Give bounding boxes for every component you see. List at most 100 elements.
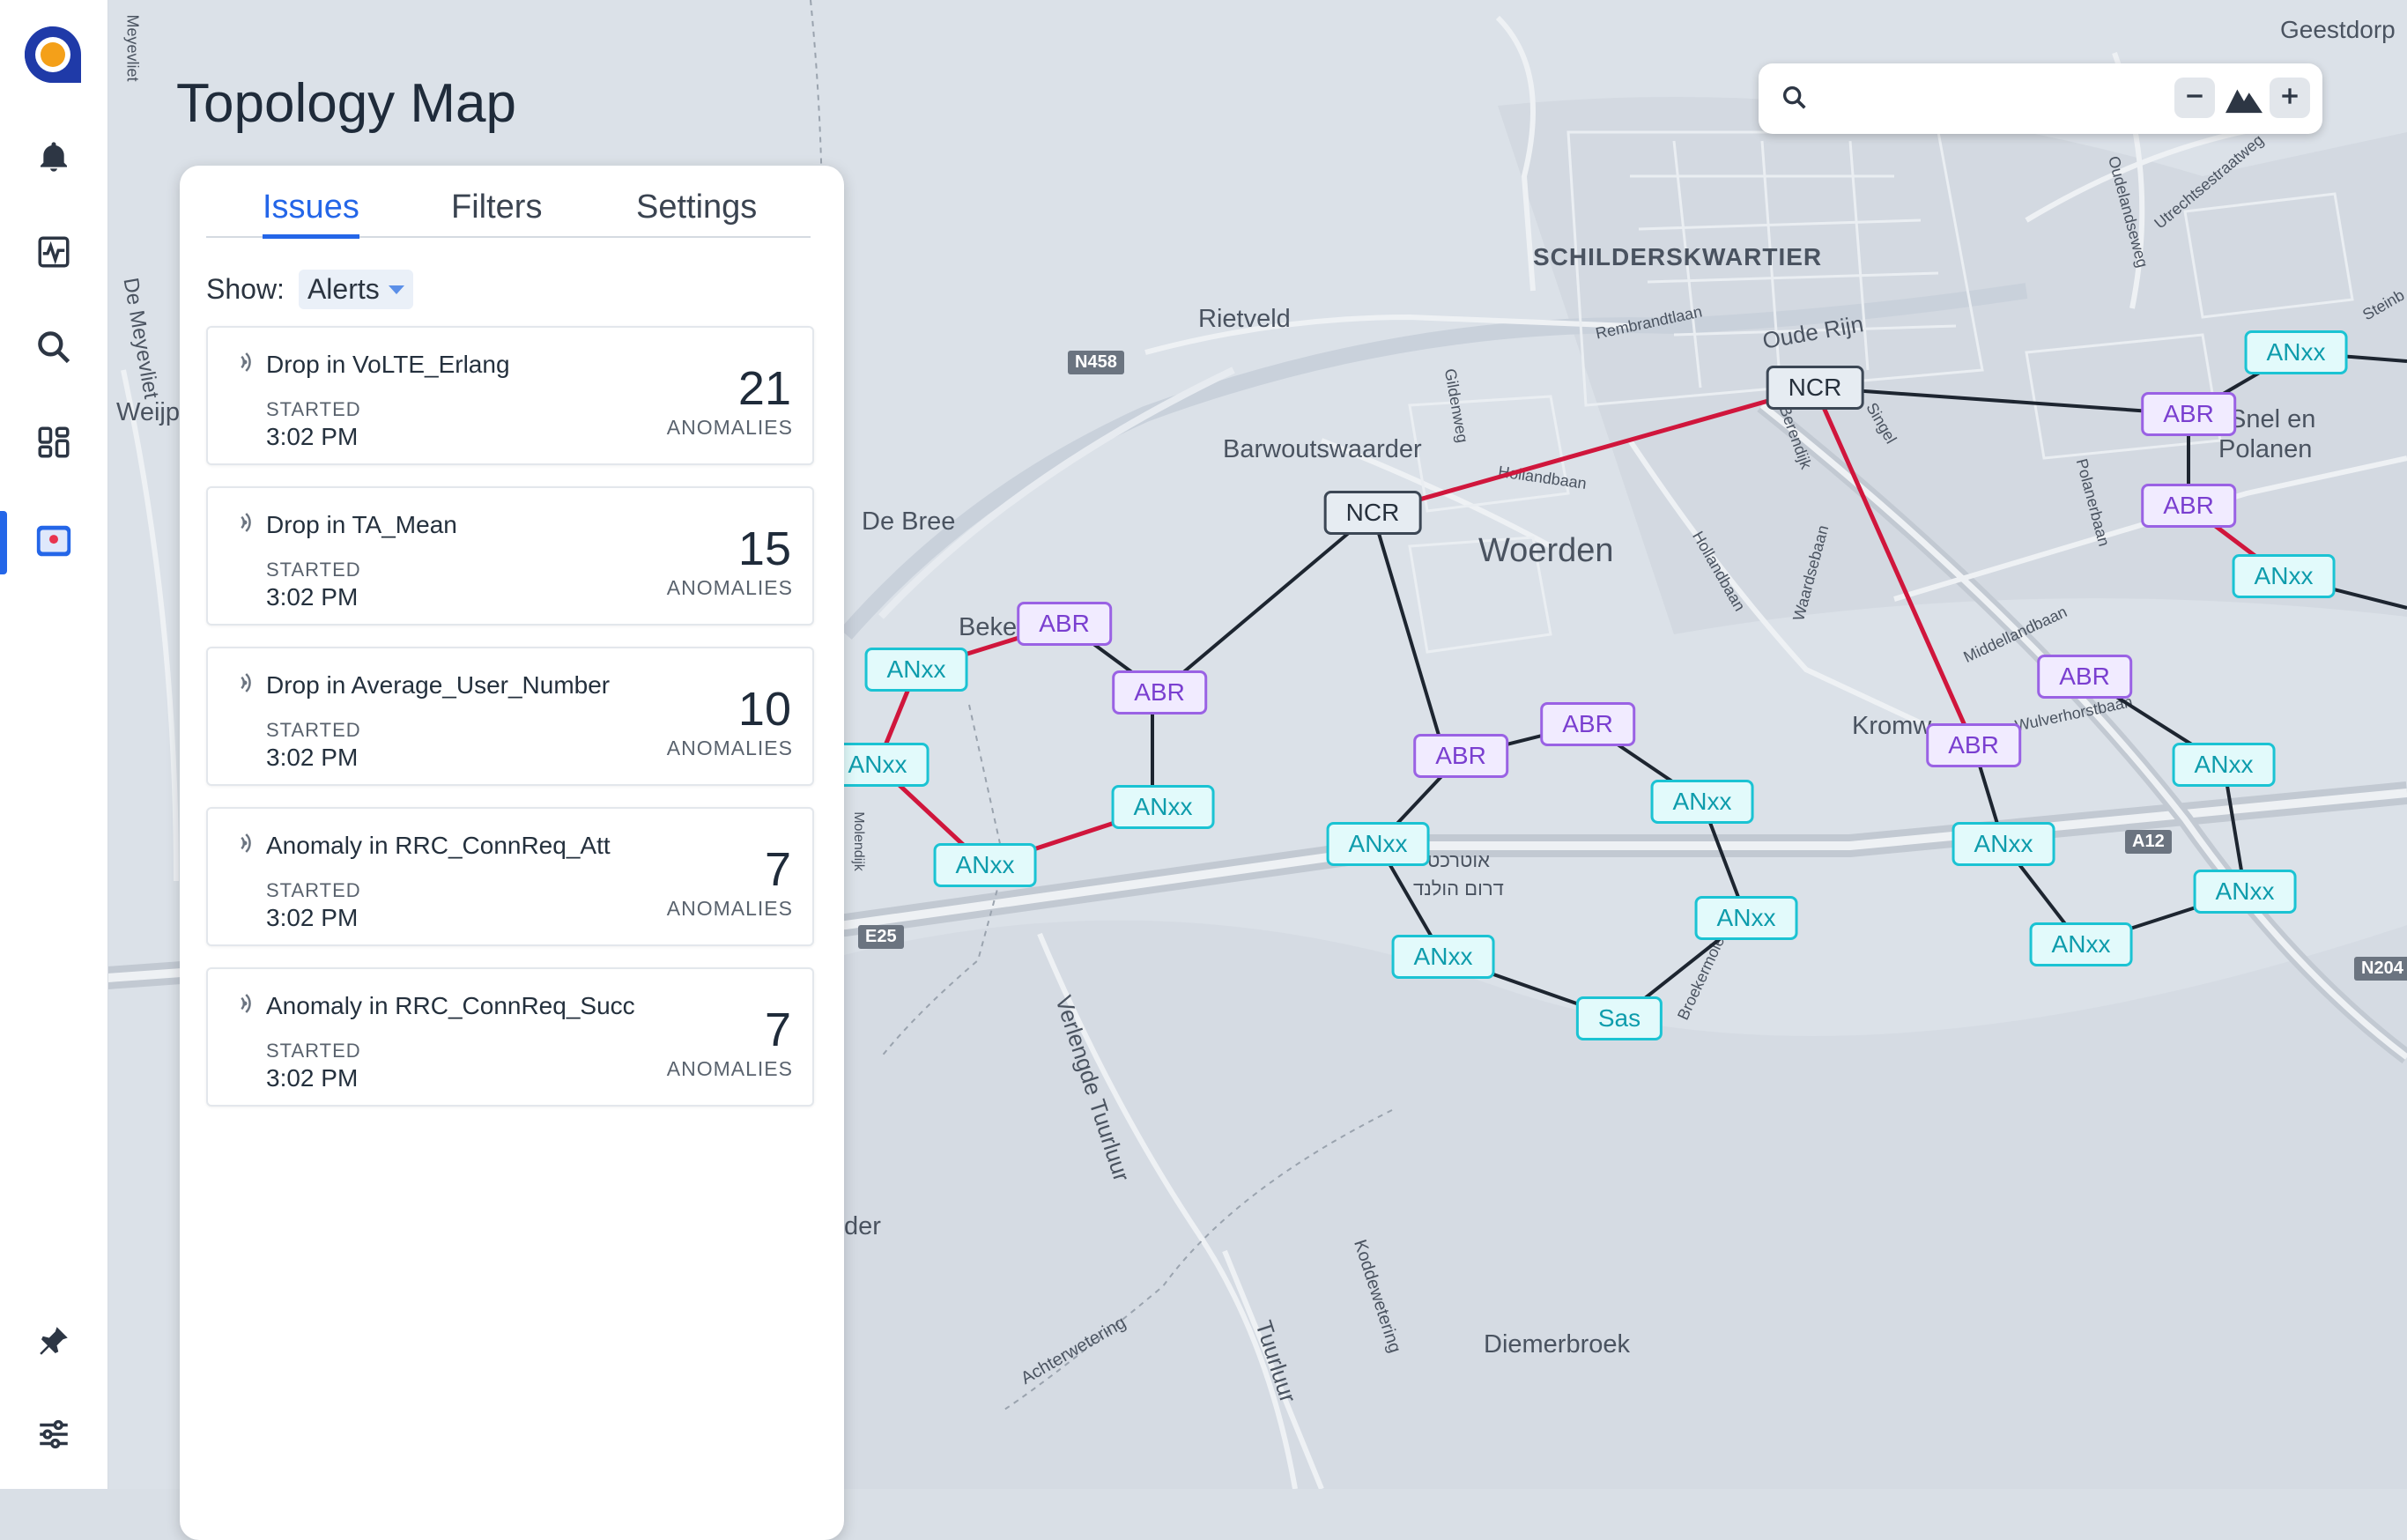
- minus-icon: [2183, 85, 2206, 112]
- issue-anomaly-label: ANOMALIES: [666, 1057, 793, 1080]
- issue-card[interactable]: Anomaly in RRC_ConnReq_Att STARTED 3:02 …: [206, 807, 814, 946]
- node-anxx-9[interactable]: ANxx: [1952, 822, 2055, 866]
- issue-title: Anomaly in RRC_ConnReq_Att: [266, 832, 611, 859]
- issue-anomaly-label: ANOMALIES: [666, 416, 793, 439]
- activity-icon: [35, 233, 72, 275]
- pin-icon: [35, 1322, 72, 1364]
- node-anxx-1[interactable]: ANxx: [864, 648, 968, 692]
- zoom-out-button[interactable]: [2174, 78, 2215, 118]
- node-anxx-5[interactable]: ANxx: [1326, 822, 1430, 866]
- node-anxx-12[interactable]: ANxx: [2172, 743, 2276, 787]
- nav-search[interactable]: [0, 314, 107, 384]
- node-anxx-13[interactable]: ANxx: [2232, 554, 2336, 598]
- signal-icon: [227, 509, 254, 540]
- node-abr-3[interactable]: ABR: [1413, 734, 1508, 778]
- nav-dashboard[interactable]: [0, 409, 107, 479]
- node-ncr-2[interactable]: NCR: [1766, 366, 1864, 410]
- node-anxx-6[interactable]: ANxx: [1391, 935, 1495, 979]
- node-abr-8[interactable]: ABR: [2141, 484, 2236, 528]
- caret-down-icon: [388, 285, 404, 294]
- node-abr-4[interactable]: ABR: [1540, 702, 1635, 746]
- terrain-toggle-icon[interactable]: [2224, 79, 2264, 121]
- map-label-barwoutswaarder: Barwoutswaarder: [1223, 435, 1422, 463]
- nav-settings[interactable]: [0, 1401, 107, 1471]
- signal-icon: [227, 670, 254, 700]
- node-abr-5[interactable]: ABR: [1926, 723, 2021, 767]
- zoom-in-button[interactable]: [2270, 78, 2310, 118]
- issues-panel: Issues Filters Settings Show: Alerts Dro…: [180, 166, 844, 1540]
- map-search-box: [1759, 63, 2322, 134]
- map-label-kromw: Kromw: [1852, 712, 1932, 740]
- issue-card[interactable]: Drop in VoLTE_Erlang STARTED 3:02 PM 21 …: [206, 326, 814, 465]
- show-label: Show:: [206, 273, 285, 305]
- page-title: Topology Map: [176, 73, 517, 134]
- map-label-hebrew-1: אוטרכט: [1427, 849, 1490, 871]
- show-select[interactable]: Alerts: [298, 270, 413, 309]
- map-icon: [33, 521, 74, 566]
- issue-time: 3:02 PM: [266, 904, 359, 931]
- nav-activity[interactable]: [0, 218, 107, 289]
- issue-card[interactable]: Drop in Average_User_Number STARTED 3:02…: [206, 647, 814, 786]
- node-anxx-14[interactable]: ANxx: [2244, 330, 2348, 374]
- issue-started-label: STARTED: [266, 719, 361, 741]
- show-select-value: Alerts: [307, 273, 380, 305]
- issue-title: Drop in TA_Mean: [266, 511, 457, 538]
- node-sas[interactable]: Sas: [1575, 996, 1663, 1040]
- signal-icon: [227, 990, 254, 1021]
- issue-anomaly-label: ANOMALIES: [666, 737, 793, 759]
- issue-anomaly-label: ANOMALIES: [666, 897, 793, 920]
- map-label-geestdorp: Geestdorp: [2280, 16, 2396, 43]
- search-icon: [34, 328, 73, 371]
- node-anxx-10[interactable]: ANxx: [2029, 922, 2133, 966]
- issue-anomaly-count: 15: [737, 522, 791, 575]
- sliders-icon: [35, 1416, 72, 1457]
- issue-title: Anomaly in RRC_ConnReq_Succ: [266, 992, 635, 1019]
- issue-time: 3:02 PM: [266, 423, 359, 450]
- issue-anomaly-count: 7: [764, 1003, 791, 1056]
- issue-anomaly-label: ANOMALIES: [666, 576, 793, 599]
- map-label-polanen: Polanen: [2218, 435, 2313, 463]
- node-anxx-11[interactable]: ANxx: [2193, 870, 2297, 914]
- issue-title: Drop in Average_User_Number: [266, 671, 611, 699]
- tab-settings[interactable]: Settings: [636, 189, 758, 226]
- issue-started-label: STARTED: [266, 1040, 361, 1062]
- show-filter-row: Show: Alerts: [206, 270, 413, 309]
- road-shield-a12: A12: [2125, 830, 2172, 854]
- issue-time: 3:02 PM: [266, 1064, 359, 1092]
- node-anxx-3[interactable]: ANxx: [933, 843, 1037, 887]
- map-label-rietveld: Rietveld: [1198, 305, 1291, 333]
- nav-topology-map[interactable]: [0, 507, 107, 578]
- issue-title: Drop in VoLTE_Erlang: [266, 351, 510, 378]
- app-logo[interactable]: [21, 23, 85, 86]
- nav-alerts[interactable]: [0, 123, 107, 194]
- road-shield-e25: E25: [858, 925, 904, 949]
- node-abr-7[interactable]: ABR: [2141, 392, 2236, 436]
- tab-filters[interactable]: Filters: [451, 189, 543, 226]
- node-anxx-4[interactable]: ANxx: [1111, 785, 1215, 829]
- map-label-der: der: [844, 1212, 881, 1240]
- sidebar: [0, 0, 108, 1489]
- nav-pin[interactable]: [0, 1307, 107, 1378]
- node-abr-2[interactable]: ABR: [1112, 670, 1207, 714]
- issue-card[interactable]: Anomaly in RRC_ConnReq_Succ STARTED 3:02…: [206, 967, 814, 1107]
- issue-started-label: STARTED: [266, 559, 361, 581]
- map-search-input[interactable]: [1820, 78, 2159, 122]
- node-anxx-8[interactable]: ANxx: [1694, 896, 1798, 940]
- map-label-diemerbroek: Diemerbroek: [1484, 1330, 1630, 1359]
- map-label-beke: Beke: [959, 613, 1018, 641]
- issue-anomaly-count: 10: [737, 683, 791, 736]
- issue-card[interactable]: Drop in TA_Mean STARTED 3:02 PM 15 ANOMA…: [206, 486, 814, 626]
- panel-tabs: Issues Filters Settings: [206, 189, 811, 239]
- search-icon: [1780, 83, 1810, 117]
- node-abr-6[interactable]: ABR: [2037, 655, 2132, 699]
- map-label-de-bree: De Bree: [862, 507, 956, 536]
- issue-anomaly-count: 7: [764, 843, 791, 896]
- road-shield-n458: N458: [1068, 351, 1124, 374]
- map-label-weijp: Weijp: [116, 398, 180, 426]
- node-ncr-1[interactable]: NCR: [1323, 491, 1422, 535]
- node-abr-1[interactable]: ABR: [1017, 602, 1112, 646]
- tab-issues[interactable]: Issues: [263, 189, 359, 239]
- node-anxx-7[interactable]: ANxx: [1650, 780, 1754, 824]
- map-label-snel-en: Snel en: [2229, 405, 2316, 433]
- issue-time: 3:02 PM: [266, 583, 359, 611]
